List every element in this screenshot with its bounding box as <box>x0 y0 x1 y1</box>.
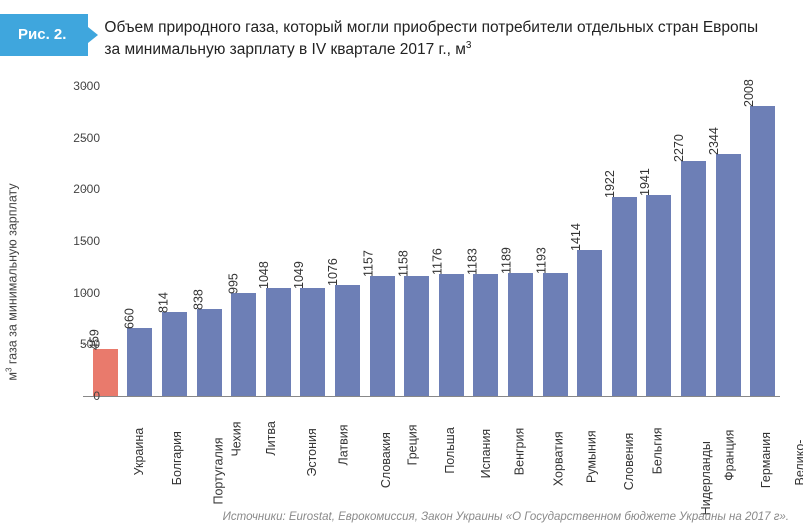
x-category-label: Румыния <box>585 430 598 483</box>
bar-value-label: 1176 <box>431 249 445 276</box>
y-tick-label: 2000 <box>60 182 100 196</box>
bar: 814 <box>162 312 187 396</box>
x-category-label: Испания <box>480 429 493 479</box>
y-tick-mark <box>83 293 88 294</box>
chart-title: Объем природного газа, который могли при… <box>104 14 785 61</box>
x-category-label: Нидерланды <box>700 441 713 515</box>
bar-value-label: 814 <box>157 292 171 313</box>
y-tick-mark <box>83 138 88 139</box>
plot-area: 4596608148389951048104910761157115811761… <box>88 86 780 397</box>
bar: 1158 <box>404 276 429 396</box>
chart-area: м3 газа за минимальную зарплату 45966081… <box>40 86 780 478</box>
bar: 1941 <box>646 195 671 396</box>
bar: 1176 <box>439 274 464 396</box>
bar: 2008 <box>750 106 775 396</box>
x-category-label: Польша <box>444 427 457 473</box>
x-category-label: Португалия <box>212 438 225 505</box>
x-category-label: Чехия <box>231 422 244 457</box>
bar-value-label: 1941 <box>638 169 652 197</box>
y-tick-label: 3000 <box>60 79 100 93</box>
bar-value-label: 1189 <box>500 247 514 274</box>
y-tick-label: 1000 <box>60 286 100 300</box>
bars-container: 4596608148389951048104910761157115811761… <box>88 86 780 396</box>
bar: 1189 <box>508 273 533 396</box>
y-tick-label: 500 <box>60 337 100 351</box>
bar: 995 <box>231 293 256 396</box>
x-category-label: Франция <box>723 430 736 481</box>
x-category-label: Болгария <box>171 431 184 485</box>
x-category-label: Греция <box>407 424 420 465</box>
bar: 1157 <box>370 276 395 396</box>
x-category-label: Словения <box>622 433 635 491</box>
y-tick-mark <box>83 344 88 345</box>
header: Рис. 2. Объем природного газа, который м… <box>0 0 803 69</box>
bar-value-label: 2008 <box>742 79 756 107</box>
bar: 660 <box>127 328 152 396</box>
bar-value-label: 1158 <box>396 250 410 277</box>
x-axis-labels: УкраинаБолгарияПортугалияЧехияЛитваЭстон… <box>88 398 780 488</box>
bar: 1183 <box>473 274 498 396</box>
y-tick-mark <box>83 86 88 87</box>
bar-value-label: 1414 <box>569 223 583 251</box>
x-category-label: Германия <box>760 432 773 488</box>
bar-value-label: 1922 <box>603 171 617 199</box>
bar-value-label: 2344 <box>707 127 721 155</box>
bar: 1049 <box>300 288 325 396</box>
bar-value-label: 1076 <box>327 258 341 286</box>
bar-value-label: 1183 <box>465 248 479 275</box>
bar: 1922 <box>612 197 637 396</box>
figure-badge: Рис. 2. <box>0 14 88 56</box>
bar: 2270 <box>681 161 706 396</box>
bar-value-label: 1157 <box>362 251 376 278</box>
source-line: Источники: Eurostat, Еврокомиссия, Закон… <box>223 511 789 523</box>
y-axis-title: м3 газа за минимальную зарплату <box>4 183 19 380</box>
y-tick-mark <box>83 396 88 397</box>
bar: 1193 <box>543 273 568 396</box>
bar: 838 <box>197 309 222 396</box>
x-category-label: Бельгия <box>652 427 665 474</box>
bar-value-label: 1049 <box>292 261 306 289</box>
page: { "header": { "figure_label": "Рис. 2.",… <box>0 0 803 531</box>
bar-value-label: 1193 <box>535 247 549 274</box>
y-tick-mark <box>83 189 88 190</box>
figure-label: Рис. 2. <box>18 26 66 43</box>
bar-value-label: 660 <box>122 308 136 329</box>
x-category-label: Эстония <box>307 428 320 476</box>
x-category-label: Латвия <box>337 425 350 466</box>
y-tick-label: 2500 <box>60 131 100 145</box>
bar-value-label: 1048 <box>257 261 271 289</box>
bar-value-label: 995 <box>226 273 240 294</box>
bar-value-label: 838 <box>192 290 206 311</box>
bar: 1414 <box>577 250 602 396</box>
y-tick-mark <box>83 241 88 242</box>
bar-value-label: 2270 <box>673 135 687 163</box>
x-category-label: Словакия <box>380 432 393 488</box>
y-tick-label: 1500 <box>60 234 100 248</box>
bar: 1076 <box>335 285 360 396</box>
x-category-label: Украина <box>133 428 146 476</box>
x-category-label: Велико-британия <box>794 431 803 485</box>
x-category-label: Литва <box>265 421 278 455</box>
x-category-label: Венгрия <box>514 428 527 475</box>
x-category-label: Хорватия <box>552 431 565 486</box>
bar: 2344 <box>716 154 741 396</box>
bar: 1048 <box>266 288 291 396</box>
